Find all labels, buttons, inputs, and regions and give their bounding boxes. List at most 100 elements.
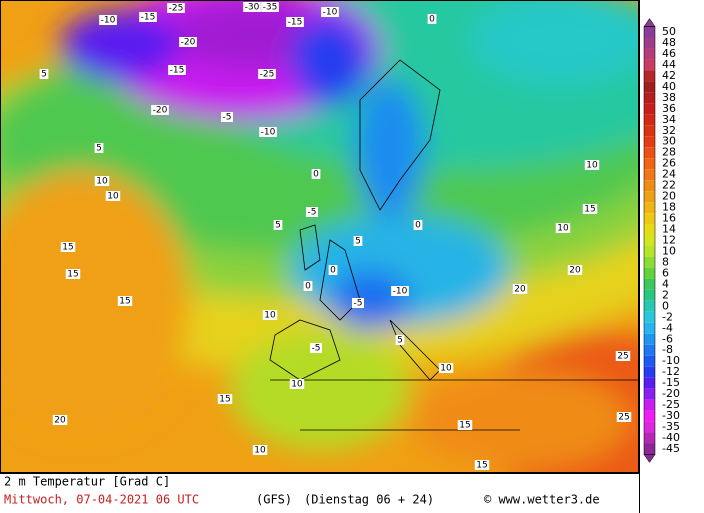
label-box bbox=[261, 2, 279, 12]
label-box bbox=[413, 220, 423, 230]
legend-label: 40 bbox=[662, 80, 676, 93]
legend-swatch bbox=[644, 432, 655, 444]
legend-swatch bbox=[644, 191, 655, 203]
isotherm-value: 10 bbox=[254, 446, 266, 456]
isotherm-label: -35 bbox=[261, 2, 279, 13]
legend-label: 12 bbox=[662, 234, 676, 247]
legend-swatch bbox=[644, 421, 655, 433]
legend-label: 20 bbox=[662, 190, 676, 203]
isotherm-label: 5 bbox=[39, 69, 49, 80]
isotherm-label: 10 bbox=[584, 160, 600, 171]
legend-label: 6 bbox=[662, 266, 669, 279]
legend-swatch bbox=[644, 377, 655, 389]
label-box bbox=[395, 335, 405, 345]
legend-label: 42 bbox=[662, 69, 676, 82]
label-box bbox=[60, 242, 76, 252]
legend-label: -8 bbox=[662, 343, 673, 356]
label-box bbox=[303, 281, 313, 291]
isotherm-label: -5 bbox=[306, 207, 318, 218]
label-box bbox=[310, 343, 322, 353]
isotherm-label: 15 bbox=[474, 460, 490, 471]
legend-label: 30 bbox=[662, 135, 676, 148]
legend-swatch bbox=[644, 399, 655, 411]
label-box bbox=[427, 14, 437, 24]
label-box bbox=[151, 105, 169, 115]
label-box bbox=[168, 65, 186, 75]
isotherm-label: -20 bbox=[179, 37, 197, 48]
isotherm-value: 5 bbox=[275, 221, 281, 231]
isotherm-label: 25 bbox=[616, 412, 632, 423]
isotherm-value: 10 bbox=[96, 177, 108, 187]
label-box bbox=[167, 3, 185, 13]
isotherm-value: 20 bbox=[569, 266, 581, 276]
isotherm-label: -15 bbox=[168, 65, 186, 76]
label-box bbox=[273, 220, 283, 230]
footer-model: (GFS) bbox=[256, 493, 292, 507]
legend-label: 36 bbox=[662, 102, 676, 115]
legend-label: -45 bbox=[662, 442, 680, 455]
isotherm-value: 15 bbox=[476, 461, 487, 471]
isotherm-value: -20 bbox=[181, 38, 196, 48]
isotherm-value: -35 bbox=[263, 3, 278, 13]
isotherm-value: -10 bbox=[101, 16, 116, 26]
legend-swatch bbox=[644, 70, 655, 82]
isotherm-value: 15 bbox=[584, 205, 595, 215]
label-box bbox=[438, 363, 454, 373]
legend-frame bbox=[643, 26, 656, 455]
legend-swatch bbox=[644, 410, 655, 422]
legend-label: -25 bbox=[662, 398, 680, 411]
isotherm-label: -10 bbox=[391, 286, 409, 297]
isotherm-label: 20 bbox=[512, 284, 528, 295]
isotherm-label: -15 bbox=[286, 17, 304, 28]
isotherm-label: 15 bbox=[217, 394, 233, 405]
legend-swatch bbox=[644, 103, 655, 115]
isotherm-label: 5 bbox=[353, 236, 363, 247]
isotherm-value: 20 bbox=[54, 416, 66, 426]
footer-credit: © www.wetter3.de bbox=[484, 493, 600, 507]
isotherm-value: 20 bbox=[514, 285, 526, 295]
isotherm-value: -10 bbox=[323, 8, 338, 18]
legend-label: 4 bbox=[662, 277, 669, 290]
legend-swatch bbox=[644, 322, 655, 334]
legend-swatch bbox=[644, 213, 655, 225]
isotherm-label: 10 bbox=[289, 379, 305, 390]
legend-label: -15 bbox=[662, 376, 680, 389]
label-box bbox=[474, 460, 490, 470]
legend-swatch bbox=[644, 81, 655, 93]
isotherm-value: -10 bbox=[261, 128, 276, 138]
legend-swatch bbox=[644, 202, 655, 214]
label-box bbox=[99, 15, 117, 25]
legend-label: -20 bbox=[662, 387, 680, 400]
label-box bbox=[243, 2, 261, 12]
legend-label: 28 bbox=[662, 146, 676, 159]
label-box bbox=[39, 69, 49, 79]
label-box bbox=[221, 112, 233, 122]
legend-label: 26 bbox=[662, 157, 676, 170]
label-box bbox=[94, 143, 104, 153]
isotherm-value: -20 bbox=[153, 106, 168, 116]
legend-label: 14 bbox=[662, 223, 676, 236]
isotherm-label: 20 bbox=[52, 415, 68, 426]
legend-swatch bbox=[644, 300, 655, 312]
legend-label: 32 bbox=[662, 124, 676, 137]
legend-label: 48 bbox=[662, 36, 676, 49]
isotherm-label: -10 bbox=[259, 127, 277, 138]
legend-label: -4 bbox=[662, 321, 673, 334]
isotherm-value: -5 bbox=[308, 208, 317, 218]
isotherm-value: 15 bbox=[219, 395, 230, 405]
isotherm-value: 0 bbox=[313, 170, 319, 180]
legend-label: -2 bbox=[662, 310, 673, 323]
legend-swatch bbox=[644, 388, 655, 400]
legend-swatch bbox=[644, 59, 655, 71]
legend-label: 16 bbox=[662, 212, 676, 225]
label-box bbox=[311, 169, 321, 179]
isotherm-value: -25 bbox=[169, 4, 184, 14]
legend-swatch bbox=[644, 267, 655, 279]
legend-swatch bbox=[644, 114, 655, 126]
isotherm-value: -30 bbox=[245, 3, 260, 13]
isotherm-value: 10 bbox=[557, 224, 569, 234]
label-box bbox=[567, 265, 583, 275]
legend-swatch bbox=[644, 235, 655, 246]
